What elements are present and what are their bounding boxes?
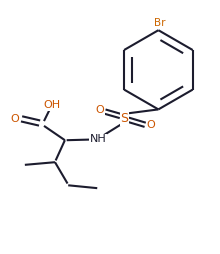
Text: OH: OH [43,100,60,110]
Text: Br: Br [154,18,165,28]
Text: O: O [11,114,19,124]
Text: NH: NH [90,134,106,144]
Text: O: O [96,105,104,115]
Text: O: O [146,120,155,130]
Text: S: S [120,112,128,125]
